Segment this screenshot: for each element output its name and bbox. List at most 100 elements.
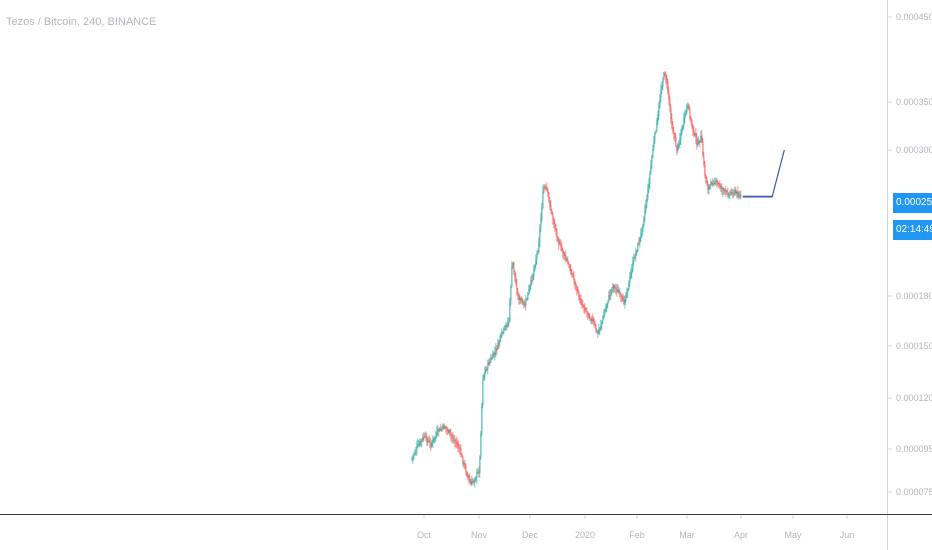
candle bbox=[698, 136, 700, 145]
candle bbox=[411, 456, 413, 461]
candle bbox=[518, 292, 520, 305]
candle bbox=[484, 366, 486, 382]
candle bbox=[616, 284, 618, 297]
candle bbox=[520, 296, 522, 304]
candle bbox=[645, 199, 647, 214]
candle bbox=[561, 241, 563, 252]
candle bbox=[514, 270, 516, 282]
candle bbox=[488, 358, 490, 366]
candle bbox=[720, 183, 722, 193]
candle bbox=[646, 193, 648, 209]
candle bbox=[658, 101, 660, 121]
candle bbox=[647, 183, 649, 201]
candle bbox=[460, 444, 462, 458]
candle bbox=[564, 252, 566, 261]
candle bbox=[553, 217, 555, 229]
candle bbox=[575, 281, 577, 292]
x-tick-label: May bbox=[784, 530, 802, 540]
candle bbox=[612, 283, 614, 293]
candle bbox=[498, 339, 500, 349]
candle bbox=[667, 78, 669, 95]
candle bbox=[595, 323, 597, 333]
candle bbox=[418, 439, 420, 447]
candle bbox=[643, 216, 645, 228]
candle bbox=[481, 402, 483, 437]
candle bbox=[683, 112, 685, 130]
candle bbox=[549, 197, 551, 211]
candle bbox=[679, 132, 681, 149]
candle bbox=[639, 236, 641, 248]
candle bbox=[718, 181, 720, 189]
candle bbox=[599, 326, 601, 336]
candle bbox=[566, 257, 568, 263]
candle bbox=[459, 444, 461, 456]
candle bbox=[466, 471, 468, 478]
candle bbox=[655, 129, 657, 135]
candle bbox=[563, 250, 565, 260]
time-axis[interactable]: Oct Nov Dec 2020 Feb Mar Apr May Jun bbox=[417, 515, 854, 540]
candle bbox=[523, 300, 525, 310]
candle bbox=[740, 190, 742, 200]
candle bbox=[540, 212, 542, 233]
candle bbox=[627, 287, 629, 298]
candle bbox=[551, 209, 553, 215]
candle bbox=[656, 118, 658, 133]
candle bbox=[461, 452, 463, 458]
candle bbox=[486, 366, 488, 372]
candle bbox=[622, 293, 624, 302]
candle bbox=[650, 159, 652, 175]
x-tick-label: Apr bbox=[734, 530, 748, 540]
candle bbox=[666, 74, 668, 89]
candle bbox=[593, 316, 595, 327]
candle bbox=[681, 125, 683, 136]
last-price-badge: 0.0002525 bbox=[893, 193, 932, 213]
x-tick-label: 2020 bbox=[575, 530, 595, 540]
candle bbox=[678, 140, 680, 150]
projection-range[interactable] bbox=[742, 195, 773, 199]
candles-layer bbox=[411, 71, 742, 488]
candle bbox=[436, 426, 438, 439]
candle bbox=[732, 189, 734, 199]
candle bbox=[636, 249, 638, 256]
projection-line[interactable] bbox=[742, 149, 785, 198]
candle bbox=[699, 140, 701, 148]
candle bbox=[702, 137, 704, 158]
candle bbox=[726, 189, 728, 196]
x-tick-label: Dec bbox=[522, 530, 539, 540]
candle bbox=[445, 426, 447, 433]
candle bbox=[542, 185, 544, 210]
candle bbox=[554, 218, 556, 232]
candle bbox=[727, 187, 729, 198]
candle bbox=[547, 187, 549, 197]
candle bbox=[731, 187, 733, 196]
candle bbox=[479, 455, 481, 478]
candle bbox=[532, 272, 534, 283]
candle bbox=[602, 315, 604, 325]
candle bbox=[565, 250, 567, 263]
candle bbox=[606, 302, 608, 313]
candle bbox=[559, 238, 561, 246]
candle bbox=[696, 132, 698, 150]
candle bbox=[607, 300, 609, 309]
candle bbox=[641, 227, 643, 238]
candle bbox=[649, 170, 651, 190]
candle bbox=[664, 71, 666, 77]
candle bbox=[670, 104, 672, 124]
candle bbox=[735, 186, 737, 196]
candle bbox=[695, 127, 697, 144]
candle bbox=[738, 190, 740, 200]
candle bbox=[500, 332, 502, 343]
candle bbox=[704, 160, 706, 179]
candle bbox=[521, 296, 523, 305]
candle bbox=[716, 177, 718, 189]
candle bbox=[651, 154, 653, 170]
candle bbox=[734, 186, 736, 197]
candle bbox=[675, 132, 677, 148]
candle bbox=[495, 343, 497, 358]
candle bbox=[519, 294, 521, 305]
candle bbox=[555, 223, 557, 235]
